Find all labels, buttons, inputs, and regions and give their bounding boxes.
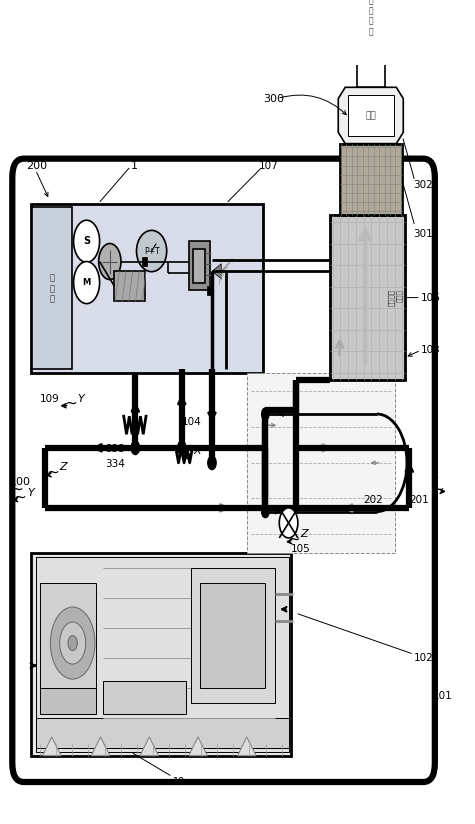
Text: 102: 102: [414, 653, 434, 663]
Bar: [36, 719, 289, 748]
Text: ~: ~: [287, 532, 300, 547]
Text: Y: Y: [430, 476, 437, 487]
Text: 302: 302: [413, 180, 433, 190]
Text: 109: 109: [40, 394, 60, 404]
Text: X: X: [193, 446, 201, 456]
Polygon shape: [140, 737, 159, 756]
Text: 100: 100: [10, 476, 31, 487]
Circle shape: [178, 441, 186, 455]
Text: ~: ~: [47, 465, 59, 480]
Text: 201: 201: [409, 495, 429, 505]
Text: 105: 105: [291, 544, 311, 555]
Text: 104: 104: [182, 416, 201, 427]
Text: 减
压
器: 减 压 器: [49, 274, 54, 303]
Text: ~: ~: [10, 481, 23, 497]
Polygon shape: [189, 737, 207, 756]
Text: S: S: [83, 236, 90, 246]
Text: 301: 301: [413, 229, 433, 239]
Text: Y: Y: [77, 394, 84, 404]
Text: 200: 200: [26, 162, 48, 171]
Circle shape: [74, 261, 100, 303]
Circle shape: [68, 635, 77, 651]
Text: P+T: P+T: [144, 246, 160, 255]
Bar: [191, 568, 275, 703]
Text: 10: 10: [172, 777, 185, 787]
Bar: [40, 583, 96, 688]
Text: 107: 107: [258, 162, 278, 171]
Ellipse shape: [136, 231, 167, 272]
Bar: [193, 249, 205, 283]
Polygon shape: [42, 737, 61, 756]
Bar: [40, 688, 96, 714]
Text: 333: 333: [105, 444, 125, 454]
Circle shape: [60, 622, 86, 664]
Circle shape: [74, 220, 100, 262]
Text: Z: Z: [60, 462, 67, 472]
Circle shape: [131, 441, 140, 455]
Text: Y: Y: [27, 488, 34, 498]
Bar: [103, 681, 186, 714]
Bar: [340, 143, 402, 215]
Bar: [32, 208, 72, 369]
Text: 出
气
排
放: 出 气 排 放: [369, 0, 373, 36]
Bar: [189, 241, 209, 290]
Circle shape: [262, 408, 269, 420]
Circle shape: [99, 244, 121, 279]
Text: 103: 103: [421, 345, 441, 355]
Bar: [114, 271, 144, 302]
Text: ~: ~: [14, 489, 27, 505]
Bar: [31, 553, 291, 756]
Text: M: M: [83, 278, 91, 287]
Polygon shape: [238, 737, 256, 756]
Polygon shape: [212, 264, 221, 279]
Text: Z: Z: [300, 529, 308, 539]
Bar: [207, 286, 212, 295]
Bar: [348, 95, 394, 136]
Circle shape: [208, 456, 216, 470]
Text: ~: ~: [432, 481, 445, 497]
Text: 106: 106: [421, 293, 441, 302]
Text: 排气后处
理模块: 排气后处 理模块: [388, 289, 402, 306]
Text: 1: 1: [131, 162, 138, 171]
Bar: [200, 583, 266, 688]
Bar: [331, 215, 405, 380]
Bar: [36, 557, 289, 752]
Text: 300: 300: [263, 94, 284, 104]
Bar: [247, 372, 395, 553]
Circle shape: [50, 607, 95, 679]
Bar: [142, 257, 147, 266]
Polygon shape: [338, 87, 403, 143]
Polygon shape: [91, 737, 110, 756]
Text: 101: 101: [433, 691, 452, 700]
Circle shape: [262, 506, 269, 517]
Text: 催体: 催体: [365, 111, 376, 120]
Bar: [31, 204, 263, 372]
Text: ~: ~: [64, 396, 77, 411]
Text: ~: ~: [179, 447, 192, 462]
Circle shape: [279, 508, 298, 538]
Text: 334: 334: [105, 459, 125, 470]
Text: 202: 202: [363, 495, 383, 505]
Bar: [357, 46, 385, 87]
